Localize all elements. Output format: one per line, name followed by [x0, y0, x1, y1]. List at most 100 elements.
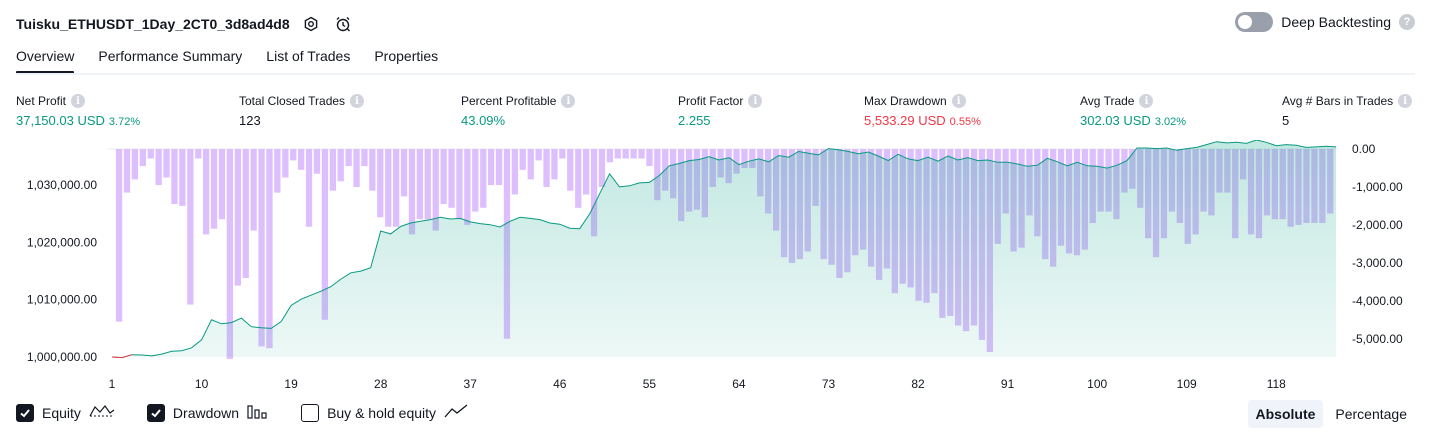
drawdown-bar — [631, 149, 637, 159]
deep-backtesting-toggle[interactable] — [1235, 12, 1273, 32]
metric-value: 43.09% — [461, 113, 505, 128]
info-icon[interactable]: i — [350, 94, 364, 108]
tab-overview[interactable]: Overview — [16, 48, 74, 74]
chart-legend: Equity Drawdown Buy & hold equity — [16, 403, 500, 422]
info-icon[interactable]: i — [952, 94, 966, 108]
drawdown-bar — [203, 149, 209, 234]
metric-max-drawdown: Max Drawdown i 5,533.29 USD 0.55% — [864, 93, 981, 128]
drawdown-bar — [235, 149, 241, 286]
drawdown-bar — [369, 149, 375, 191]
scale-mode-switch: Absolute Percentage — [1248, 400, 1416, 428]
drawdown-bar — [377, 149, 383, 217]
metric-label: Total Closed Trades — [239, 94, 345, 108]
trade-tick-label: 10 — [195, 377, 209, 391]
buy-hold-checkbox[interactable] — [301, 404, 319, 422]
drawdown-bar — [464, 149, 470, 225]
drawdown-tick-label: -5,000.00 — [1352, 332, 1403, 346]
info-icon[interactable]: i — [1398, 94, 1412, 108]
tab-list-of-trades[interactable]: List of Trades — [266, 48, 350, 74]
absolute-button[interactable]: Absolute — [1248, 400, 1324, 428]
drawdown-bar — [417, 149, 423, 219]
drawdown-bar — [401, 149, 407, 196]
tab-performance-summary[interactable]: Performance Summary — [98, 48, 242, 74]
equity-line-icon — [89, 403, 115, 422]
drawdown-bar — [520, 149, 526, 170]
trade-tick-label: 118 — [1267, 377, 1286, 391]
drawdown-tick-label: -3,000.00 — [1352, 256, 1403, 270]
alarm-clock-icon[interactable] — [332, 13, 354, 35]
drawdown-bar — [441, 149, 447, 204]
drawdown-tick-label: -2,000.00 — [1352, 218, 1403, 232]
drawdown-bar — [258, 149, 264, 346]
metric-label: Percent Profitable — [461, 94, 556, 108]
tab-properties[interactable]: Properties — [374, 48, 438, 74]
legend-buy-hold[interactable]: Buy & hold equity — [301, 403, 468, 422]
drawdown-bar — [488, 149, 494, 185]
drawdown-tick-label: -4,000.00 — [1352, 294, 1403, 308]
drawdown-bar — [393, 149, 399, 227]
metric-label: Net Profit — [16, 94, 66, 108]
metric-value: 37,150.03 USD — [16, 113, 105, 128]
metric-total-closed-trades: Total Closed Trades i 123 — [239, 93, 364, 128]
drawdown-bar — [353, 149, 359, 187]
metric-profit-factor: Profit Factor i 2.255 — [678, 93, 762, 128]
legend-buy-hold-label: Buy & hold equity — [327, 405, 436, 421]
equity-tick-label: 1,030,000.00 — [27, 178, 97, 192]
deep-backtesting-control: Deep Backtesting ? — [1235, 12, 1415, 32]
drawdown-bar — [528, 149, 534, 179]
drawdown-bar — [472, 149, 478, 212]
drawdown-checkbox[interactable] — [147, 404, 165, 422]
drawdown-bar — [140, 149, 146, 166]
deep-backtesting-label: Deep Backtesting — [1281, 14, 1391, 30]
percentage-button[interactable]: Percentage — [1327, 400, 1415, 428]
trade-tick-label: 19 — [284, 377, 298, 391]
drawdown-bar — [298, 149, 304, 170]
drawdown-bar — [132, 149, 138, 179]
trade-tick-label: 64 — [732, 377, 746, 391]
help-icon[interactable]: ? — [1399, 14, 1415, 30]
metric-label: Max Drawdown — [864, 94, 947, 108]
drawdown-bar — [251, 149, 257, 231]
equity-tick-label: 1,020,000.00 — [27, 236, 97, 250]
drawdown-bar — [607, 149, 613, 162]
drawdown-bar — [282, 149, 288, 178]
drawdown-bar — [543, 149, 549, 187]
info-icon[interactable]: i — [748, 94, 762, 108]
drawdown-bar — [116, 149, 122, 322]
drawdown-bar — [156, 149, 162, 185]
metric-percent: 3.72% — [109, 116, 140, 128]
trade-tick-label: 1 — [109, 377, 116, 391]
metric-value: 5,533.29 USD — [864, 113, 946, 128]
tabs-divider — [16, 73, 1415, 75]
legend-equity-label: Equity — [42, 405, 81, 421]
settings-icon[interactable] — [300, 13, 322, 35]
drawdown-tick-label: -1,000.00 — [1352, 180, 1403, 194]
equity-checkbox[interactable] — [16, 404, 34, 422]
drawdown-bar — [623, 149, 629, 159]
metric-label: Avg # Bars in Trades — [1282, 94, 1393, 108]
drawdown-bar — [179, 149, 185, 206]
metric-percent: 3.02% — [1155, 116, 1186, 128]
bars-icon — [247, 403, 269, 422]
metric-net-profit: Net Profit i 37,150.03 USD 3.72% — [16, 93, 140, 128]
legend-drawdown[interactable]: Drawdown — [147, 403, 269, 422]
drawdown-bar — [536, 149, 542, 160]
metric-percent: 0.55% — [950, 116, 981, 128]
drawdown-bar — [646, 149, 652, 166]
trade-tick-label: 73 — [822, 377, 836, 391]
info-icon[interactable]: i — [1139, 94, 1153, 108]
trade-tick-label: 82 — [911, 377, 925, 391]
drawdown-bar — [448, 149, 454, 208]
drawdown-bar — [266, 149, 272, 348]
legend-equity[interactable]: Equity — [16, 403, 115, 422]
info-icon[interactable]: i — [561, 94, 575, 108]
drawdown-bar — [290, 149, 296, 160]
drawdown-bar — [615, 149, 621, 159]
drawdown-bar — [551, 149, 557, 179]
info-icon[interactable]: i — [71, 94, 85, 108]
trade-tick-label: 100 — [1087, 377, 1107, 391]
drawdown-bar — [187, 149, 193, 305]
drawdown-bar — [163, 149, 169, 178]
drawdown-bar — [361, 149, 367, 166]
legend-drawdown-label: Drawdown — [173, 405, 239, 421]
